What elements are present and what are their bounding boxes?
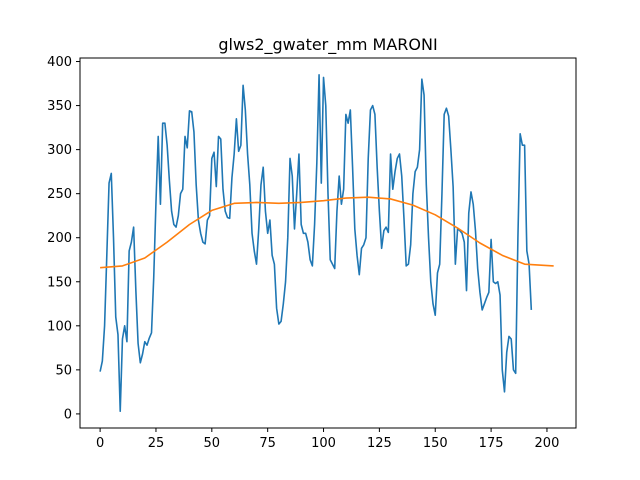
x-tick-label: 50	[204, 436, 221, 451]
y-tick-label: 300	[47, 143, 72, 158]
x-tick-label: 25	[148, 436, 165, 451]
x-tick-label: 200	[535, 436, 560, 451]
x-tick-label: 175	[479, 436, 504, 451]
x-tick-label: 100	[311, 436, 336, 451]
y-tick-label: 350	[47, 99, 72, 114]
y-tick-label: 200	[47, 231, 72, 246]
chart-title: glws2_gwater_mm MARONI	[218, 35, 437, 55]
y-tick-label: 400	[47, 55, 72, 70]
x-tick-label: 125	[367, 436, 392, 451]
x-tick-label: 75	[259, 436, 276, 451]
y-tick-label: 50	[55, 363, 72, 378]
y-tick-label: 250	[47, 187, 72, 202]
y-tick-label: 100	[47, 319, 72, 334]
x-tick-label: 150	[423, 436, 448, 451]
series-line-2	[100, 196, 554, 269]
plot-area-frame	[79, 57, 577, 429]
y-tick-label: 150	[47, 275, 72, 290]
y-tick-label: 0	[64, 407, 72, 422]
x-axis: 0 25 50 75 100 125 150 175 200	[96, 428, 559, 451]
series-line-1	[99, 73, 533, 413]
x-tick-label: 0	[96, 436, 104, 451]
y-axis: 0 50 100 150 200 250 300 350 400	[47, 55, 80, 422]
series-layer	[99, 73, 554, 413]
